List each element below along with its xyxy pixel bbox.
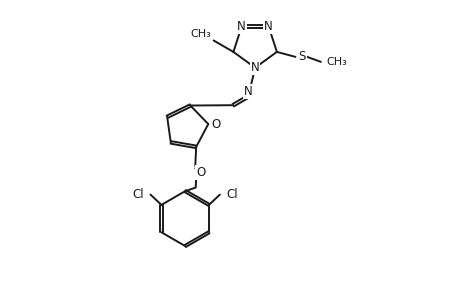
Text: Cl: Cl <box>226 188 238 201</box>
Text: Cl: Cl <box>132 188 143 201</box>
Text: S: S <box>297 50 305 63</box>
Text: O: O <box>196 167 205 179</box>
Text: N: N <box>250 61 259 74</box>
Text: N: N <box>237 20 246 33</box>
Text: CH₃: CH₃ <box>190 29 211 39</box>
Text: N: N <box>263 20 272 33</box>
Text: N: N <box>244 85 252 98</box>
Text: CH₃: CH₃ <box>325 57 347 67</box>
Text: O: O <box>211 118 220 130</box>
